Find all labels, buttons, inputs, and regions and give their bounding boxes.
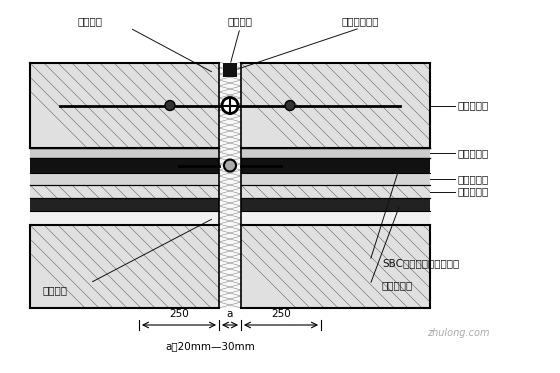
Text: 混凝土垫层: 混凝土垫层 xyxy=(457,186,488,197)
Bar xyxy=(241,148,430,158)
Bar xyxy=(30,63,219,148)
Bar xyxy=(241,63,430,148)
Text: 沙浆找平层: 沙浆找平层 xyxy=(457,174,488,184)
Circle shape xyxy=(165,100,175,110)
Text: zhulong.com: zhulong.com xyxy=(427,328,490,338)
Bar xyxy=(30,225,219,308)
Text: 混凝土结构: 混凝土结构 xyxy=(457,100,488,110)
Circle shape xyxy=(222,97,238,113)
Text: 卷材附加层: 卷材附加层 xyxy=(382,280,413,290)
Text: 中埋式止水带: 中埋式止水带 xyxy=(341,16,379,26)
Text: 填充材料: 填充材料 xyxy=(43,285,68,295)
Text: 嵌缝材料: 嵌缝材料 xyxy=(227,16,253,26)
Bar xyxy=(30,198,219,211)
Text: 沙浆保护层: 沙浆保护层 xyxy=(457,148,488,158)
Circle shape xyxy=(224,160,236,172)
Bar xyxy=(30,158,219,173)
Bar xyxy=(241,211,430,225)
Bar xyxy=(241,225,430,308)
Bar xyxy=(30,173,219,185)
Text: a：20mm—30mm: a：20mm—30mm xyxy=(165,341,255,351)
Text: 填缝材料: 填缝材料 xyxy=(77,16,102,26)
Text: a: a xyxy=(227,309,233,319)
Bar xyxy=(241,185,430,198)
Bar xyxy=(241,173,430,185)
Text: 250: 250 xyxy=(271,309,291,319)
Bar xyxy=(241,158,430,173)
Bar xyxy=(30,185,219,198)
Circle shape xyxy=(285,100,295,110)
Bar xyxy=(219,63,241,308)
Bar xyxy=(223,63,237,77)
Bar xyxy=(241,198,430,211)
Text: SBC高分子复合防水卷材: SBC高分子复合防水卷材 xyxy=(382,258,459,268)
Bar xyxy=(30,148,219,158)
Text: 250: 250 xyxy=(169,309,189,319)
Bar xyxy=(30,211,219,225)
